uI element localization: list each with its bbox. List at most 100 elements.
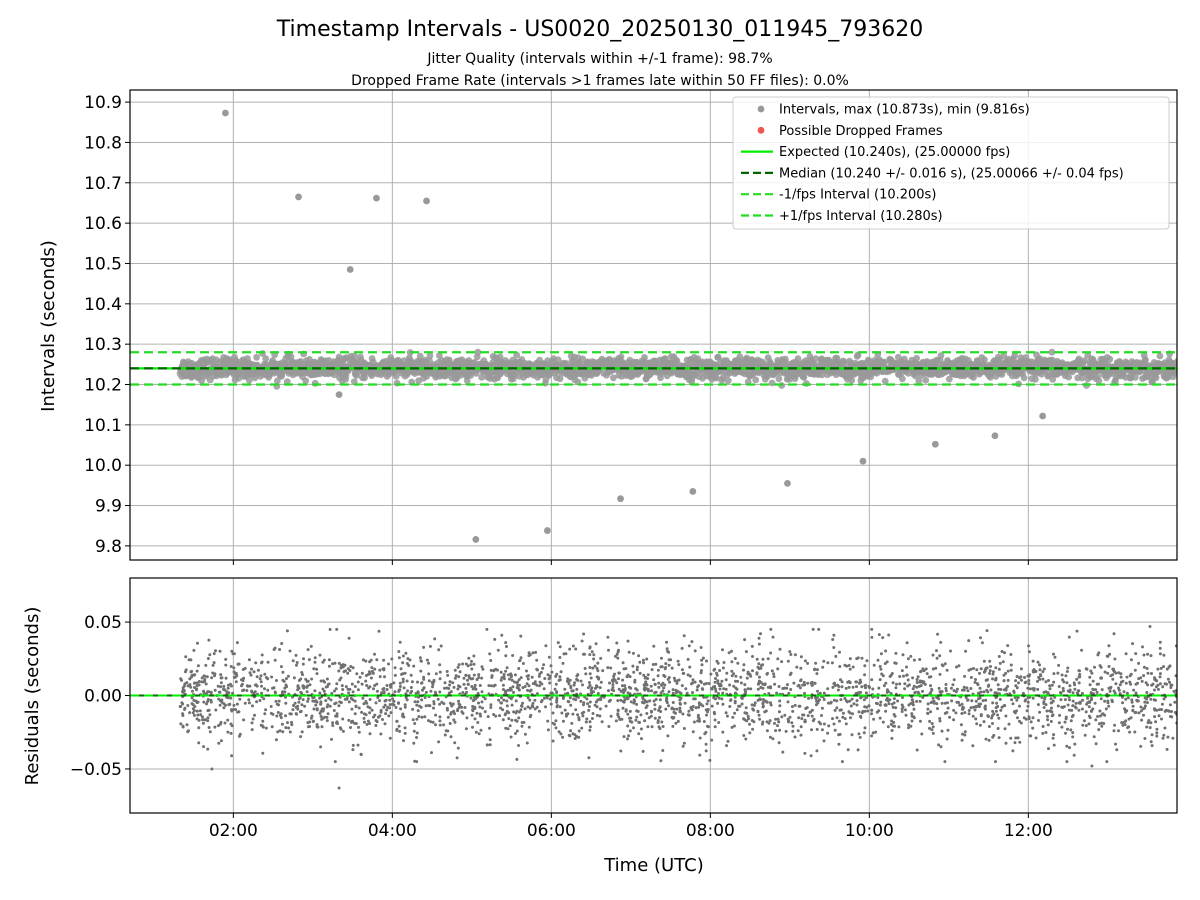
residual-point <box>548 674 552 678</box>
residual-point <box>439 644 443 648</box>
residual-point <box>290 723 294 727</box>
residual-point <box>1162 733 1166 737</box>
residual-point <box>751 669 754 673</box>
residual-point <box>718 687 722 691</box>
residual-point <box>362 702 366 706</box>
interval-point <box>426 352 434 360</box>
interval-outlier-point <box>784 479 791 487</box>
residual-point <box>207 708 211 712</box>
residual-point <box>998 661 1002 665</box>
residual-point <box>1009 668 1013 672</box>
residual-point <box>788 673 792 677</box>
residual-point <box>1131 708 1135 712</box>
residual-point <box>1081 723 1085 727</box>
residual-point <box>653 703 657 707</box>
residual-point <box>1064 731 1067 735</box>
residual-point <box>832 722 836 726</box>
residual-point <box>584 720 588 724</box>
residual-point <box>420 715 424 719</box>
residual-point <box>725 671 729 675</box>
residual-point <box>643 719 647 723</box>
residual-point <box>432 706 435 710</box>
residual-point <box>438 702 442 706</box>
residual-point <box>1082 719 1086 723</box>
residual-point <box>370 708 374 712</box>
residual-point <box>626 673 630 677</box>
residual-point <box>814 703 818 707</box>
residual-point <box>681 744 685 748</box>
residual-point <box>667 658 671 662</box>
residual-point <box>695 688 699 692</box>
interval-point <box>800 374 808 381</box>
residual-point <box>976 683 980 687</box>
residual-point <box>546 728 550 732</box>
residual-point <box>292 676 296 680</box>
residual-point <box>926 707 930 711</box>
residual-point <box>891 724 895 728</box>
residual-point <box>406 689 409 693</box>
residual-point <box>851 685 855 689</box>
residual-point <box>913 690 917 694</box>
residual-point <box>984 698 988 702</box>
residual-point <box>732 672 736 676</box>
residual-point <box>936 707 939 711</box>
residual-point <box>263 712 267 716</box>
residual-point <box>1038 663 1041 667</box>
residual-point <box>1027 679 1031 682</box>
residual-point <box>326 703 330 707</box>
residual-point <box>616 656 620 660</box>
interval-point <box>714 353 722 361</box>
residual-point <box>994 666 998 670</box>
residual-point <box>765 700 769 704</box>
residual-point <box>582 632 586 636</box>
residual-point <box>1045 709 1049 713</box>
interval-point <box>736 353 744 361</box>
residual-point <box>1145 701 1149 705</box>
residual-point <box>878 678 882 682</box>
residual-point <box>915 685 919 689</box>
residual-point <box>485 627 489 631</box>
residual-point <box>607 689 610 693</box>
residual-point <box>737 704 741 708</box>
residual-point <box>263 672 267 676</box>
residual-point <box>476 691 480 695</box>
residual-point <box>579 699 583 703</box>
y-tick-label: 10.2 <box>84 376 122 396</box>
residual-point <box>862 731 866 735</box>
residual-point <box>320 725 324 729</box>
residual-point <box>660 665 664 669</box>
residual-point <box>238 697 242 701</box>
residual-point <box>744 711 748 715</box>
residual-point <box>771 635 775 639</box>
residual-point <box>803 751 807 755</box>
y-tick-label: 10.0 <box>84 456 122 476</box>
residual-point <box>539 700 543 704</box>
residual-point <box>1163 726 1167 730</box>
residual-point <box>458 703 462 707</box>
residual-point <box>533 707 537 711</box>
residual-point <box>918 719 922 723</box>
residual-point <box>1077 681 1081 685</box>
residual-point <box>645 700 649 704</box>
residual-point <box>775 691 779 695</box>
residual-point <box>405 662 409 665</box>
residual-point <box>675 681 679 685</box>
residual-point <box>505 704 509 708</box>
residual-point <box>921 689 924 693</box>
residual-point <box>1002 704 1006 708</box>
residual-point <box>1106 671 1110 675</box>
residual-point <box>788 715 792 719</box>
residual-point <box>848 681 852 685</box>
residual-point <box>744 706 748 710</box>
residual-point <box>974 705 978 709</box>
residual-point <box>398 685 402 688</box>
residual-point <box>662 686 666 690</box>
residual-point <box>498 714 501 718</box>
residual-point <box>783 686 787 690</box>
residual-point <box>219 681 223 685</box>
residual-point <box>639 713 643 717</box>
residual-point <box>555 672 559 676</box>
residual-point <box>1075 629 1079 633</box>
residual-point <box>192 713 196 717</box>
residual-point <box>393 673 397 677</box>
